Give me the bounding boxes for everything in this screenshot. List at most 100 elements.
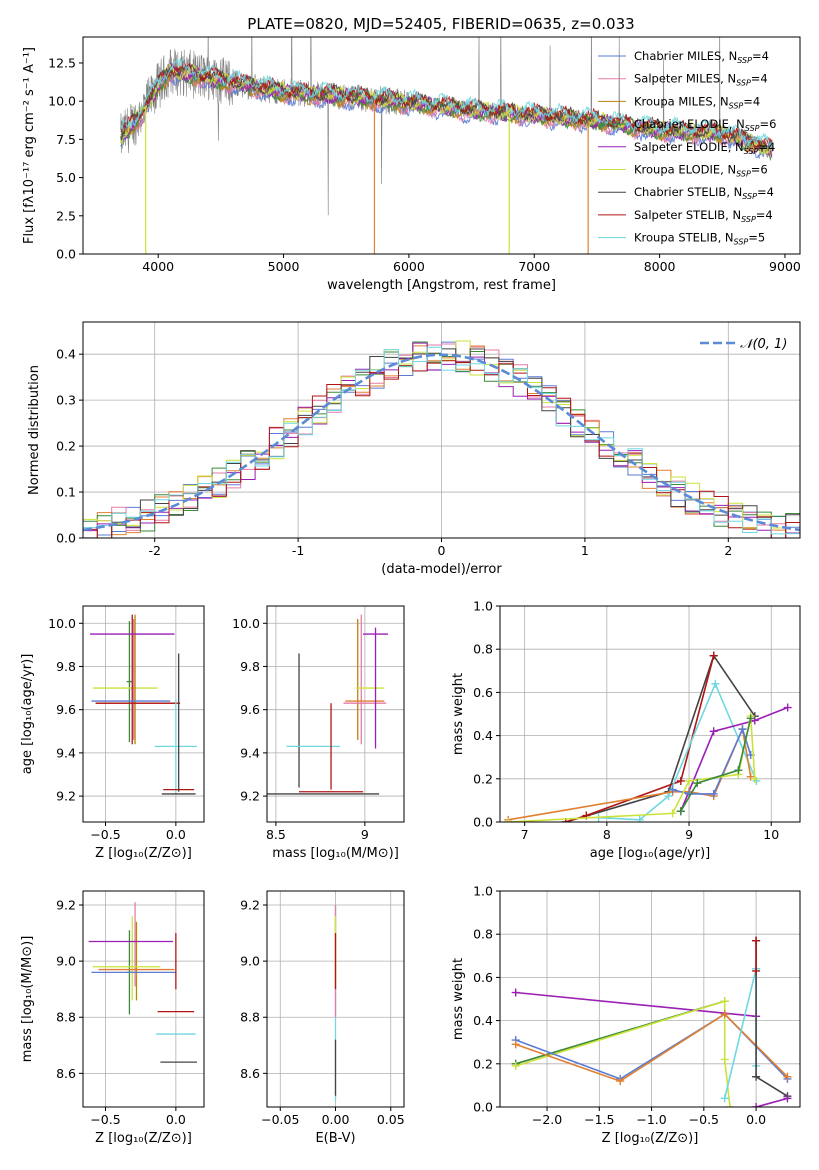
legend-label: Salpeter STELIB, NSSP=4 (634, 208, 773, 224)
x-tick-label: 0.05 (377, 1112, 405, 1127)
y-tick-label: 9.4 (56, 745, 76, 760)
axes-frame (499, 890, 801, 1108)
y-tick-label: 0.4 (56, 347, 76, 362)
y-tick-label: 0.3 (56, 393, 76, 408)
series-marker (668, 809, 677, 818)
x-tick-label: 0.0 (166, 1112, 186, 1127)
series-marker (752, 1103, 761, 1107)
y-tick-label: 9.0 (240, 954, 260, 969)
series-marker (511, 988, 520, 997)
y-tick-label: 0.0 (56, 247, 76, 262)
y-tick-label: 8.8 (240, 1010, 260, 1025)
legend-label: Salpeter MILES, NSSP=4 (634, 72, 768, 88)
legend-label: Salpeter ELODIE, NSSP=4 (634, 140, 775, 156)
y-tick-label: 0.4 (473, 1013, 493, 1028)
y-tick-label: 9.2 (240, 789, 260, 804)
y-tick-label: 9.8 (56, 659, 76, 674)
x-tick-label: 0.0 (746, 1112, 766, 1127)
axes-frame (266, 605, 405, 823)
series-marker (750, 774, 759, 783)
y-tick-label: 7.5 (56, 132, 76, 147)
series-marker (752, 936, 761, 945)
series-marker (746, 772, 755, 781)
x-tick-label: 7000 (518, 259, 550, 274)
y-tick-label: 9.6 (240, 702, 260, 717)
y-tick-label: 8.6 (240, 1066, 260, 1081)
legend-label: Kroupa STELIB, NSSP=5 (634, 231, 765, 247)
y-tick-label: 0.8 (473, 927, 493, 942)
x-tick-label: −0.5 (689, 1112, 719, 1127)
legend-label: Chabrier ELODIE, NSSP=6 (634, 117, 776, 133)
y-tick-label: 0.2 (473, 1056, 493, 1071)
x-tick-label: 8 (603, 827, 611, 842)
x-tick-label: 9 (361, 827, 369, 842)
series-marker (709, 651, 718, 660)
y-axis-label: mass weight (451, 673, 466, 755)
spectrum-plot-area (120, 37, 773, 254)
mass_vs_z-axes (83, 891, 204, 1107)
y-tick-label: 5.0 (56, 170, 76, 185)
x-tick-label: 0 (438, 543, 446, 558)
series-line (515, 1000, 731, 1107)
x-axis-label: mass [log₁₀(M/M⊙)] (272, 846, 399, 861)
legend-label: Kroupa MILES, NSSP=4 (634, 94, 760, 110)
series-marker (511, 1040, 520, 1049)
series-marker (676, 807, 685, 816)
y-tick-label: 1.0 (473, 884, 493, 899)
legend-label: Chabrier MILES, NSSP=4 (634, 49, 769, 65)
x-tick-label: −0.5 (90, 827, 120, 842)
y-tick-label: 0.2 (56, 439, 76, 454)
y-tick-label: 0.0 (473, 815, 493, 830)
x-axis-label: Z [log₁₀(Z/Z⊙)] (602, 1131, 699, 1146)
series-marker (738, 725, 747, 734)
series-marker (720, 1010, 729, 1019)
x-tick-label: 9000 (769, 259, 801, 274)
series-marker (783, 1094, 792, 1103)
y-tick-label: 12.5 (48, 55, 76, 70)
series-marker (734, 766, 743, 775)
y-tick-label: 8.8 (56, 1010, 76, 1025)
weight_vs_age-plot-area (504, 651, 792, 822)
y-tick-label: 9.2 (240, 898, 260, 913)
y-tick-label: 10.0 (232, 616, 260, 631)
axes-frame (82, 36, 801, 255)
y-tick-label: 9.2 (56, 898, 76, 913)
series-marker (709, 727, 718, 736)
x-axis-label: E(B-V) (315, 1131, 355, 1146)
x-axis-label: Z [log₁₀(Z/Z⊙)] (95, 1131, 192, 1146)
age_vs_mass-plot-area (267, 614, 388, 795)
y-tick-label: 9.2 (56, 789, 76, 804)
y-tick-label: 0.8 (473, 642, 493, 657)
series-line (565, 653, 756, 822)
spectrum-title: PLATE=0820, MJD=52405, FIBERID=0635, z=0… (247, 15, 634, 33)
x-tick-label: 7 (521, 827, 529, 842)
x-axis-label: wavelength [Angstrom, rest frame] (327, 278, 556, 293)
y-tick-label: 10.0 (48, 616, 76, 631)
x-tick-label: 4000 (142, 259, 174, 274)
model-spectrum-line (120, 57, 773, 149)
series-marker (685, 776, 694, 785)
series-marker (752, 966, 761, 975)
x-axis-label: age [log₁₀(age/yr)] (590, 846, 711, 861)
legend-label: Chabrier STELIB, NSSP=4 (634, 185, 774, 201)
axes-frame (499, 605, 801, 823)
y-tick-label: 9.8 (240, 659, 260, 674)
y-tick-label: 0.6 (473, 685, 493, 700)
x-tick-label: 0.00 (322, 1112, 350, 1127)
weight_vs_z-plot-area (511, 936, 792, 1107)
series-marker (504, 818, 513, 822)
y-tick-label: 0.1 (56, 485, 76, 500)
y-tick-label: 10.0 (48, 94, 76, 109)
x-tick-label: 8000 (644, 259, 676, 274)
observed-spectrum (120, 37, 773, 216)
series-marker (720, 1055, 729, 1064)
y-tick-label: 8.6 (56, 1066, 76, 1081)
x-tick-label: 10 (763, 827, 779, 842)
series-line (515, 991, 757, 1018)
x-tick-label: −0.5 (90, 1112, 120, 1127)
series-marker (752, 1072, 761, 1081)
x-tick-label: 8.5 (266, 827, 286, 842)
series-marker (616, 1077, 625, 1086)
series-marker (783, 1072, 792, 1081)
